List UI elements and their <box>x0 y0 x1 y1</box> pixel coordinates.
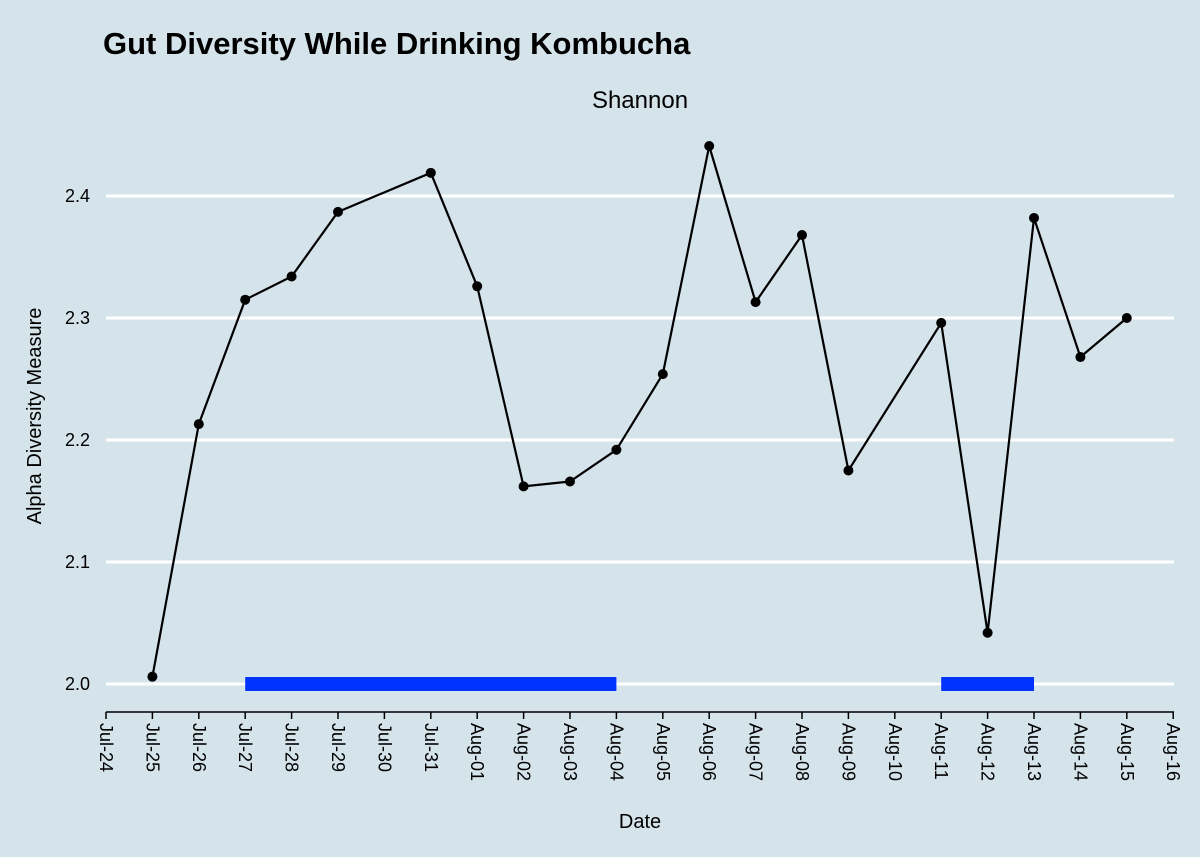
x-tick-label: Aug-10 <box>885 723 905 781</box>
x-tick-label: Jul-29 <box>328 723 348 772</box>
x-tick-label: Aug-09 <box>838 723 858 781</box>
data-point <box>611 444 622 455</box>
data-point <box>843 465 854 476</box>
data-point <box>147 671 158 682</box>
x-tick-label: Aug-06 <box>699 723 719 781</box>
data-point <box>1029 212 1039 223</box>
data-point <box>1075 352 1086 363</box>
data-point <box>472 281 483 292</box>
x-tick-label: Jul-30 <box>374 723 394 772</box>
data-point <box>193 419 204 430</box>
x-tick-label: Jul-26 <box>189 723 209 772</box>
x-tick-label: Aug-02 <box>514 723 534 781</box>
data-point <box>240 294 251 305</box>
data-point <box>425 167 436 178</box>
kombucha-period-bar <box>941 677 1034 691</box>
x-tick-label: Aug-04 <box>606 723 626 781</box>
gridlines <box>106 194 1174 686</box>
x-tick-label: Aug-05 <box>653 723 673 781</box>
data-point <box>518 481 529 492</box>
data-point <box>286 271 297 282</box>
x-tick-label: Jul-24 <box>96 723 116 772</box>
x-tick-label: Jul-25 <box>142 723 162 772</box>
x-tick-label: Aug-13 <box>1024 723 1044 781</box>
data-point <box>565 476 575 487</box>
kombucha-periods <box>245 677 1034 691</box>
x-axis-ticks: Jul-24 Jul-25 Jul-26 Jul-27 Jul-28 Jul-29 Jul-… <box>96 712 1183 781</box>
x-tick-label: Jul-27 <box>235 723 255 772</box>
series-line <box>151 144 1128 677</box>
data-point <box>1121 313 1132 323</box>
y-tick-label: 2.3 <box>65 308 90 328</box>
kombucha-period-bar <box>245 677 617 691</box>
x-tick-label: Aug-11 <box>931 723 951 780</box>
x-tick-label: Aug-01 <box>467 723 487 781</box>
y-tick-label: 2.0 <box>65 674 90 694</box>
data-point <box>657 369 668 380</box>
x-tick-label: Aug-16 <box>1163 723 1183 781</box>
x-tick-label: Aug-14 <box>1070 723 1090 781</box>
chart-subtitle: Shannon <box>592 87 688 114</box>
y-axis-ticks: 2.0 2.1 2.2 2.3 2.4 <box>65 186 90 694</box>
x-tick-label: Aug-12 <box>978 723 998 781</box>
x-tick-label: Aug-07 <box>746 723 766 781</box>
data-point <box>704 140 715 151</box>
x-tick-label: Aug-08 <box>792 723 812 781</box>
x-tick-label: Jul-28 <box>282 723 302 772</box>
data-point <box>982 627 993 638</box>
chart-title: Gut Diversity While Drinking Kombucha <box>103 26 691 61</box>
data-point <box>797 230 807 241</box>
y-axis-title: Alpha Diversity Measure <box>24 308 46 525</box>
x-tick-label: Jul-31 <box>421 723 441 772</box>
x-axis-title: Date <box>619 811 661 833</box>
data-point <box>936 317 947 328</box>
y-tick-label: 2.4 <box>65 186 90 206</box>
data-points <box>147 140 1132 682</box>
data-point <box>750 297 761 308</box>
x-tick-label: Aug-03 <box>560 723 580 781</box>
x-tick-label: Aug-15 <box>1117 723 1137 781</box>
y-tick-label: 2.2 <box>65 430 90 450</box>
data-point <box>333 206 343 217</box>
y-tick-label: 2.1 <box>65 552 90 572</box>
